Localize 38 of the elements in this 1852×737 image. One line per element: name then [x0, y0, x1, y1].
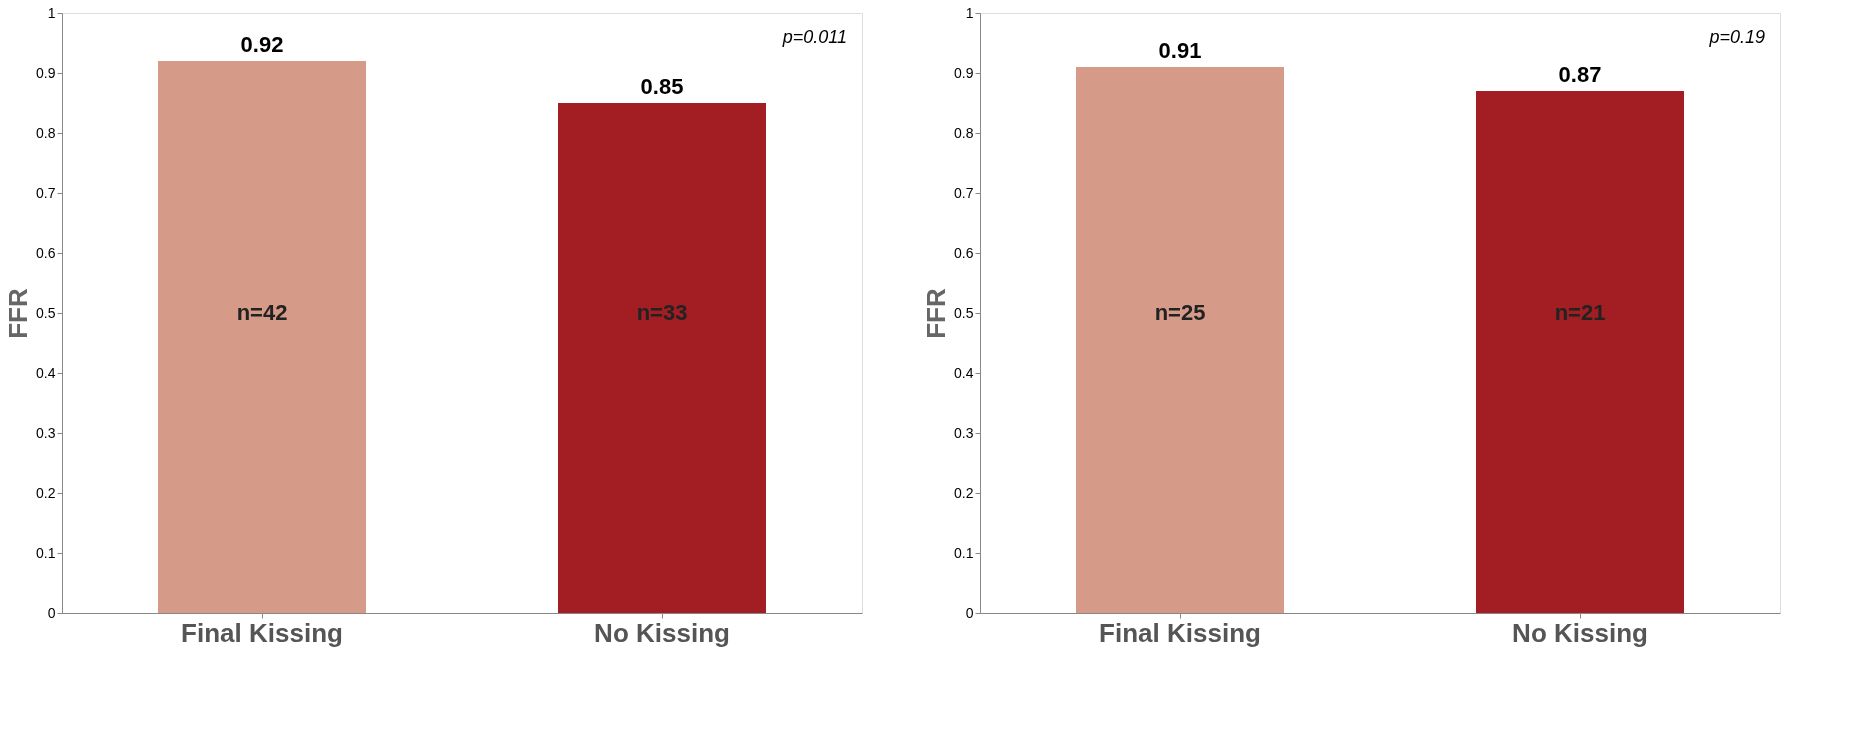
annotation: n=42	[236, 300, 288, 325]
data-label: 0.85	[640, 74, 684, 99]
y-tick-label: 0.3	[36, 424, 56, 441]
y-tick-label: 0.8	[36, 124, 56, 141]
y-tick-label: 0.5	[36, 304, 56, 321]
y-tick-label: 0	[47, 604, 56, 621]
y-tick-label: 0.1	[954, 544, 974, 561]
x-tick-label: No Kissing	[1512, 617, 1648, 648]
y-tick-label: 0.6	[954, 244, 974, 261]
y-tick-label: 0.7	[36, 184, 56, 201]
annotation: n=25	[1154, 300, 1206, 325]
data-label: 0.87	[1558, 62, 1602, 87]
annotation: n=21	[1554, 300, 1606, 325]
x-tick-label: No Kissing	[594, 617, 730, 648]
y-tick-label: 0.5	[954, 304, 974, 321]
data-label: 0.91	[1158, 38, 1202, 63]
y-tick-label: 0.9	[954, 64, 974, 81]
y-tick-label: 0.9	[36, 64, 56, 81]
y-tick-label: 0.8	[954, 124, 974, 141]
annotation: p=0.011	[781, 27, 847, 47]
y-tick-label: 1	[47, 4, 56, 21]
y-tick-label: 0.4	[36, 364, 56, 381]
annotation: p=0.19	[1708, 27, 1765, 47]
annotation: n=33	[636, 300, 688, 325]
x-tick-label: Final Kissing	[1099, 617, 1261, 648]
y-axis-title: FFR	[921, 288, 952, 339]
y-tick-label: 0.6	[36, 244, 56, 261]
y-tick-label: 0.2	[36, 484, 56, 501]
y-tick-label: 0.2	[954, 484, 974, 501]
y-tick-label: 0.7	[954, 184, 974, 201]
y-tick-label: 0.1	[36, 544, 56, 561]
data-label: 0.92	[240, 32, 284, 57]
y-tick-label: 1	[965, 4, 974, 21]
y-tick-label: 0.4	[954, 364, 974, 381]
y-tick-label: 0.3	[954, 424, 974, 441]
y-axis-title: FFR	[3, 288, 34, 339]
x-tick-label: Final Kissing	[181, 617, 343, 648]
y-tick-label: 0	[965, 604, 974, 621]
